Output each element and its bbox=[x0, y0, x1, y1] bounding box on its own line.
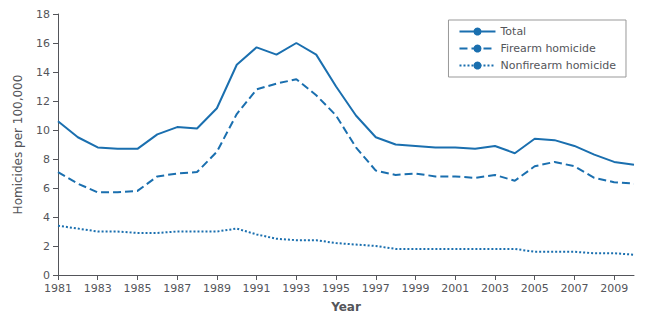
svg-text:2009: 2009 bbox=[600, 282, 628, 295]
svg-text:8: 8 bbox=[43, 153, 50, 166]
svg-text:2001: 2001 bbox=[441, 282, 469, 295]
svg-text:18: 18 bbox=[36, 8, 50, 21]
svg-text:Homicides per 100,000: Homicides per 100,000 bbox=[11, 75, 25, 215]
svg-text:1987: 1987 bbox=[163, 282, 191, 295]
svg-text:Total: Total bbox=[499, 25, 526, 38]
svg-text:Year: Year bbox=[330, 300, 361, 314]
svg-text:12: 12 bbox=[36, 95, 50, 108]
svg-text:1981: 1981 bbox=[44, 282, 72, 295]
svg-text:2005: 2005 bbox=[521, 282, 549, 295]
svg-text:1993: 1993 bbox=[282, 282, 310, 295]
svg-text:4: 4 bbox=[43, 211, 50, 224]
svg-text:Nonfirearm homicide: Nonfirearm homicide bbox=[500, 59, 616, 72]
svg-text:0: 0 bbox=[43, 269, 50, 282]
svg-text:Firearm homicide: Firearm homicide bbox=[500, 42, 595, 55]
svg-text:16: 16 bbox=[36, 37, 50, 50]
svg-text:2007: 2007 bbox=[560, 282, 588, 295]
svg-text:1991: 1991 bbox=[243, 282, 271, 295]
svg-text:1997: 1997 bbox=[362, 282, 390, 295]
svg-text:1989: 1989 bbox=[203, 282, 231, 295]
svg-text:1983: 1983 bbox=[84, 282, 112, 295]
svg-text:10: 10 bbox=[36, 124, 50, 137]
svg-text:6: 6 bbox=[43, 182, 50, 195]
svg-text:2003: 2003 bbox=[481, 282, 509, 295]
svg-text:14: 14 bbox=[36, 66, 50, 79]
svg-text:1999: 1999 bbox=[402, 282, 430, 295]
svg-text:1995: 1995 bbox=[322, 282, 350, 295]
svg-text:1985: 1985 bbox=[123, 282, 151, 295]
svg-text:2: 2 bbox=[43, 240, 50, 253]
